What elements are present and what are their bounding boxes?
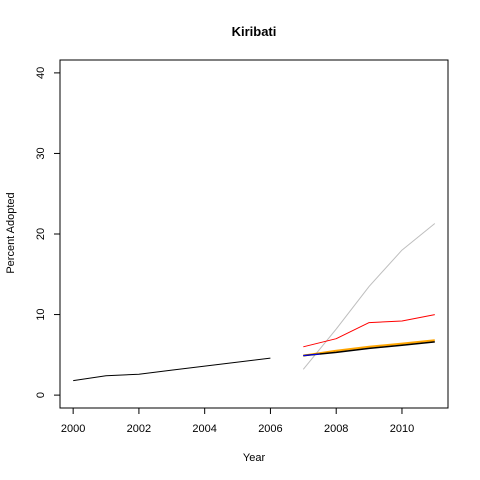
x-tick-label: 2006 (258, 423, 282, 435)
x-tick-label: 2010 (390, 423, 414, 435)
y-axis-label: Percent Adopted (5, 192, 17, 273)
y-tick-label: 0 (35, 392, 47, 398)
series-line-0 (73, 357, 271, 382)
y-tick-label: 20 (35, 228, 47, 240)
series-line-2 (303, 314, 435, 348)
x-axis-label: Year (243, 452, 266, 464)
series-line-5 (303, 353, 320, 357)
series-line-3 (303, 339, 435, 357)
x-axis: 2000 2002 2004 2006 2008 2010 (61, 407, 414, 435)
y-tick-label: 10 (35, 308, 47, 320)
series-line-1 (302, 223, 436, 370)
x-tick-label: 2008 (324, 423, 348, 435)
x-tick-label: 2004 (192, 423, 216, 435)
plot-area (59, 59, 449, 409)
series-line-4 (303, 341, 435, 357)
series-layer (73, 223, 436, 382)
x-tick-label: 2000 (61, 423, 85, 435)
y-axis: 0 10 20 30 40 (35, 67, 61, 398)
x-tick-label: 2002 (127, 423, 151, 435)
chart-title: Kiribati (232, 24, 277, 39)
y-tick-label: 40 (35, 67, 47, 79)
y-tick-label: 30 (35, 147, 47, 159)
